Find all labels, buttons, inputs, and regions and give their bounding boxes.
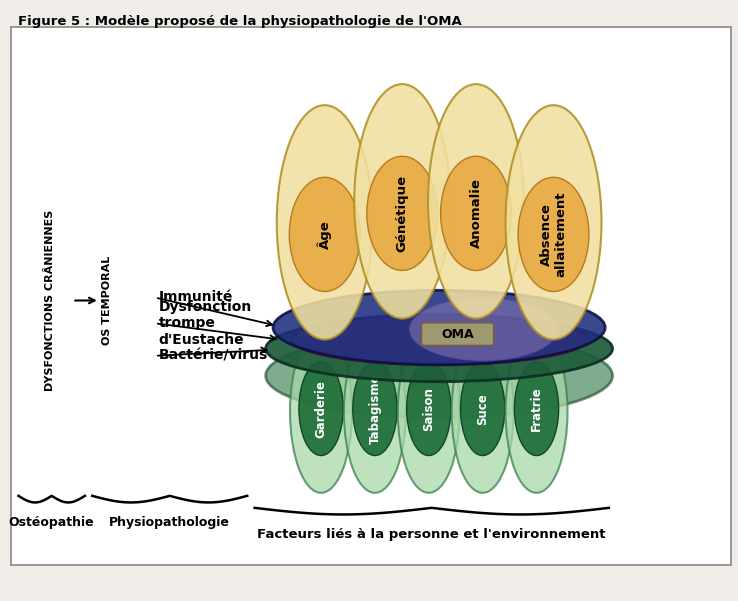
Ellipse shape xyxy=(354,84,450,319)
Text: OMA: OMA xyxy=(441,328,474,341)
Ellipse shape xyxy=(514,362,559,456)
Text: Figure 5 : Modèle proposé de la physiopathologie de l'OMA: Figure 5 : Modèle proposé de la physiopa… xyxy=(18,15,462,28)
Ellipse shape xyxy=(367,156,438,270)
Ellipse shape xyxy=(289,177,360,291)
Ellipse shape xyxy=(518,177,589,291)
Text: Absence
allaitement: Absence allaitement xyxy=(539,192,568,277)
Ellipse shape xyxy=(266,334,613,418)
FancyBboxPatch shape xyxy=(421,323,494,346)
Ellipse shape xyxy=(441,156,511,270)
Text: Dysfonction
trompe
d'Eustache: Dysfonction trompe d'Eustache xyxy=(159,300,252,347)
Ellipse shape xyxy=(277,105,373,340)
Ellipse shape xyxy=(407,362,451,456)
Text: Saison: Saison xyxy=(422,386,435,431)
Ellipse shape xyxy=(428,84,524,319)
Ellipse shape xyxy=(506,331,568,493)
Text: Immunité: Immunité xyxy=(159,290,233,305)
Ellipse shape xyxy=(299,362,343,456)
Text: Suce: Suce xyxy=(476,393,489,424)
Text: Garderie: Garderie xyxy=(314,380,328,438)
Ellipse shape xyxy=(398,331,460,493)
Ellipse shape xyxy=(290,331,352,493)
Ellipse shape xyxy=(452,331,514,493)
Ellipse shape xyxy=(273,290,605,365)
Text: OS TEMPORAL: OS TEMPORAL xyxy=(102,256,112,345)
Text: Fratrie: Fratrie xyxy=(530,386,543,431)
Text: Âge: Âge xyxy=(317,220,332,249)
Text: DYSFONCTIONS CRÂNIENNES: DYSFONCTIONS CRÂNIENNES xyxy=(45,210,55,391)
Ellipse shape xyxy=(410,298,557,361)
Text: Facteurs liés à la personne et l'environnement: Facteurs liés à la personne et l'environ… xyxy=(258,528,606,541)
Ellipse shape xyxy=(344,331,406,493)
Text: Physiopathologie: Physiopathologie xyxy=(109,516,230,529)
Text: Tabagisme: Tabagisme xyxy=(368,373,382,444)
Text: Anomalie: Anomalie xyxy=(469,178,483,248)
Ellipse shape xyxy=(292,314,587,365)
Ellipse shape xyxy=(353,362,397,456)
Ellipse shape xyxy=(266,316,613,382)
Text: Génétique: Génétique xyxy=(396,175,409,252)
Ellipse shape xyxy=(461,362,505,456)
FancyBboxPatch shape xyxy=(11,27,731,565)
Text: Ostéopathie: Ostéopathie xyxy=(9,516,94,529)
Text: Bactérie/virus: Bactérie/virus xyxy=(159,349,268,363)
Ellipse shape xyxy=(506,105,601,340)
